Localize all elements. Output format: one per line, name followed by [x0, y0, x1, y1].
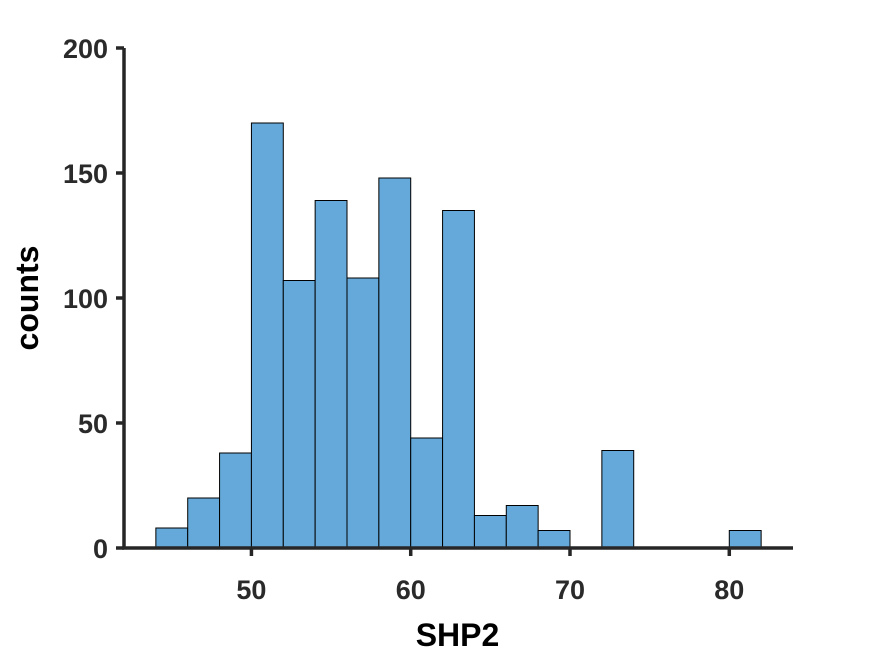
histogram-bar-11 — [505, 505, 539, 549]
histogram-bar-13 — [601, 450, 635, 549]
x-tick-label: 50 — [236, 575, 266, 605]
x-tick-label: 70 — [555, 575, 585, 605]
histogram-bar-3 — [250, 122, 284, 549]
histogram-bar-9 — [442, 210, 475, 549]
y-tick-label: 0 — [93, 534, 108, 564]
histogram-bar-4 — [282, 280, 316, 549]
x-tick-label: 60 — [396, 575, 426, 605]
histogram-bar-14 — [728, 530, 762, 549]
histogram-bar-1 — [187, 497, 221, 549]
histogram-bar-0 — [155, 527, 189, 549]
histogram-bars — [155, 122, 762, 549]
y-tick-label: 50 — [78, 409, 108, 439]
y-tick-label: 150 — [63, 159, 108, 189]
histogram-bar-2 — [219, 452, 252, 549]
y-tick-label: 100 — [63, 284, 108, 314]
x-axis-title: SHP2 — [416, 617, 500, 653]
histogram-bar-5 — [314, 200, 348, 549]
histogram-bar-10 — [473, 515, 507, 549]
x-tick-label: 80 — [714, 575, 744, 605]
histogram-bar-8 — [410, 437, 444, 549]
y-axis-title: counts — [9, 246, 45, 351]
y-tick-label: 200 — [63, 34, 108, 64]
axes — [116, 46, 793, 556]
histogram-bar-6 — [346, 277, 380, 549]
tick-labels: 0 50 100 150 200 50 60 70 80 — [63, 34, 744, 605]
histogram-bar-7 — [378, 177, 412, 549]
histogram-bar-12 — [537, 530, 571, 549]
